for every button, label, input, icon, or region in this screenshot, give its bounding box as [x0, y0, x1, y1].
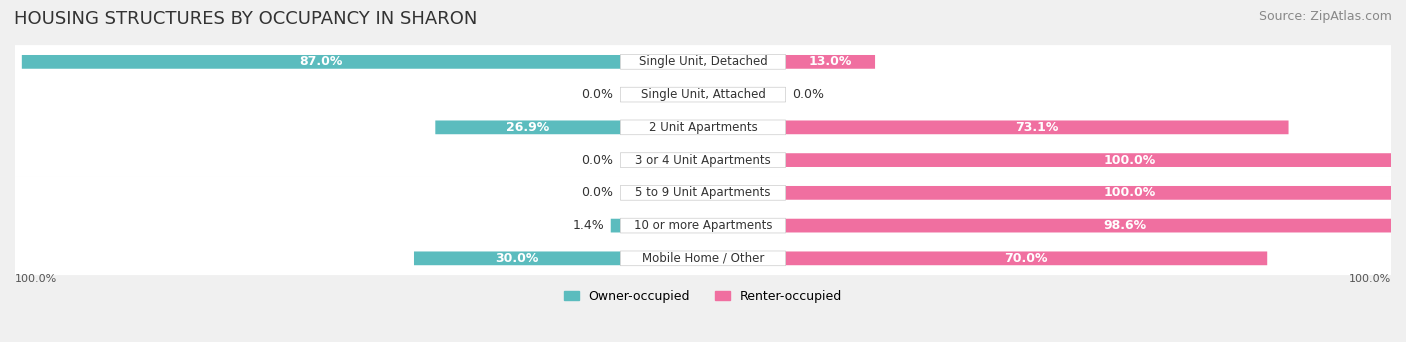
- FancyBboxPatch shape: [15, 78, 1391, 111]
- Text: Mobile Home / Other: Mobile Home / Other: [641, 252, 765, 265]
- Legend: Owner-occupied, Renter-occupied: Owner-occupied, Renter-occupied: [558, 285, 848, 308]
- FancyBboxPatch shape: [786, 120, 1288, 134]
- FancyBboxPatch shape: [620, 120, 786, 135]
- Text: 0.0%: 0.0%: [793, 88, 824, 101]
- FancyBboxPatch shape: [620, 185, 786, 200]
- FancyBboxPatch shape: [620, 153, 786, 168]
- Text: HOUSING STRUCTURES BY OCCUPANCY IN SHARON: HOUSING STRUCTURES BY OCCUPANCY IN SHARO…: [14, 10, 478, 28]
- FancyBboxPatch shape: [413, 251, 620, 265]
- Text: 0.0%: 0.0%: [582, 88, 613, 101]
- Text: Single Unit, Attached: Single Unit, Attached: [641, 88, 765, 101]
- Text: 70.0%: 70.0%: [1005, 252, 1047, 265]
- FancyBboxPatch shape: [15, 143, 1391, 177]
- Text: Source: ZipAtlas.com: Source: ZipAtlas.com: [1258, 10, 1392, 23]
- Text: Single Unit, Detached: Single Unit, Detached: [638, 55, 768, 68]
- Text: 13.0%: 13.0%: [808, 55, 852, 68]
- FancyBboxPatch shape: [786, 219, 1406, 233]
- Text: 100.0%: 100.0%: [1104, 186, 1156, 199]
- Text: 98.6%: 98.6%: [1104, 219, 1146, 232]
- FancyBboxPatch shape: [620, 251, 786, 266]
- FancyBboxPatch shape: [15, 110, 1391, 144]
- FancyBboxPatch shape: [786, 186, 1406, 200]
- FancyBboxPatch shape: [15, 176, 1391, 210]
- Text: 2 Unit Apartments: 2 Unit Apartments: [648, 121, 758, 134]
- Text: 0.0%: 0.0%: [582, 186, 613, 199]
- Text: 3 or 4 Unit Apartments: 3 or 4 Unit Apartments: [636, 154, 770, 167]
- FancyBboxPatch shape: [15, 209, 1391, 242]
- Text: 10 or more Apartments: 10 or more Apartments: [634, 219, 772, 232]
- Text: 26.9%: 26.9%: [506, 121, 550, 134]
- FancyBboxPatch shape: [786, 153, 1406, 167]
- FancyBboxPatch shape: [620, 218, 786, 233]
- FancyBboxPatch shape: [22, 55, 620, 69]
- Text: 100.0%: 100.0%: [1104, 154, 1156, 167]
- Text: 30.0%: 30.0%: [495, 252, 538, 265]
- Text: 87.0%: 87.0%: [299, 55, 343, 68]
- FancyBboxPatch shape: [15, 45, 1391, 79]
- FancyBboxPatch shape: [436, 120, 620, 134]
- Text: 73.1%: 73.1%: [1015, 121, 1059, 134]
- Text: 100.0%: 100.0%: [1348, 274, 1391, 284]
- FancyBboxPatch shape: [620, 87, 786, 102]
- FancyBboxPatch shape: [620, 54, 786, 69]
- Text: 100.0%: 100.0%: [15, 274, 58, 284]
- FancyBboxPatch shape: [786, 251, 1267, 265]
- FancyBboxPatch shape: [610, 219, 620, 233]
- Text: 1.4%: 1.4%: [572, 219, 605, 232]
- Text: 5 to 9 Unit Apartments: 5 to 9 Unit Apartments: [636, 186, 770, 199]
- Text: 0.0%: 0.0%: [582, 154, 613, 167]
- FancyBboxPatch shape: [786, 55, 875, 69]
- FancyBboxPatch shape: [15, 241, 1391, 275]
